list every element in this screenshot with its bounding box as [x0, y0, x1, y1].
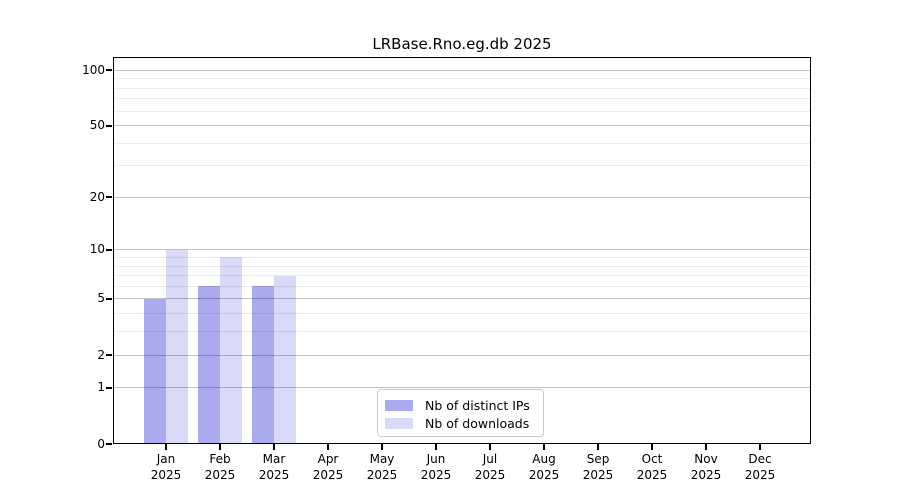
legend-swatch-downloads	[385, 417, 413, 429]
legend-item-downloads: Nb of downloads	[385, 414, 543, 432]
x-label-year: 2025	[204, 468, 236, 482]
minor-gridline-9	[113, 256, 811, 258]
minor-gridline-30	[113, 165, 811, 167]
x-label-year: 2025	[366, 468, 398, 482]
chart-title: LRBase.Rno.eg.db 2025	[372, 35, 552, 53]
x-tick-label-may: May 2025	[355, 451, 409, 483]
x-tick-label-oct: Oct 2025	[625, 451, 679, 483]
legend-label-distinct-ips: Nb of distinct IPs	[425, 397, 530, 413]
bar-downloads-jan	[166, 249, 188, 444]
x-label-year: 2025	[636, 468, 668, 482]
bar-downloads-mar	[274, 275, 296, 444]
x-tick-label-apr: Apr 2025	[301, 451, 355, 483]
minor-gridline-40	[113, 142, 811, 144]
y-tick-label-1: 1	[97, 380, 105, 395]
major-gridline-10	[113, 249, 811, 251]
x-tick-apr	[327, 444, 329, 450]
legend-label-downloads: Nb of downloads	[425, 415, 530, 431]
legend-item-distinct-ips: Nb of distinct IPs	[385, 396, 543, 414]
minor-gridline-90	[113, 78, 811, 80]
minor-gridline-60	[113, 110, 811, 112]
y-tick-label-0: 0	[97, 436, 105, 451]
bar-distinct-ips-feb	[198, 286, 220, 444]
x-label-month: Aug	[532, 452, 556, 466]
x-tick-jul	[489, 444, 491, 450]
x-label-month: Jan	[156, 452, 176, 466]
y-tick-1	[106, 386, 112, 389]
minor-gridline-80	[113, 87, 811, 89]
y-tick-0	[106, 443, 112, 445]
y-tick-50	[106, 124, 112, 127]
x-label-year: 2025	[312, 468, 344, 482]
plot-area: Nb of distinct IPs Nb of downloads	[113, 57, 811, 444]
bar-downloads-feb	[220, 257, 242, 444]
x-tick-label-jun: Jun 2025	[409, 451, 463, 483]
x-tick-label-feb: Feb 2025	[193, 451, 247, 483]
y-tick-100	[106, 69, 112, 72]
major-gridline-2	[113, 354, 811, 356]
y-tick-label-10: 10	[89, 242, 105, 257]
x-label-year: 2025	[150, 468, 182, 482]
x-tick-label-jul: Jul 2025	[463, 451, 517, 483]
x-label-year: 2025	[582, 468, 614, 482]
major-gridline-20	[113, 196, 811, 198]
major-gridline-5	[113, 298, 811, 300]
x-label-month: May	[369, 452, 395, 466]
y-tick-5	[106, 297, 112, 300]
x-label-year: 2025	[258, 468, 290, 482]
y-tick-10	[106, 248, 112, 251]
x-label-month: Jul	[482, 452, 498, 466]
y-tick-20	[106, 196, 112, 199]
x-label-month: Nov	[694, 452, 718, 466]
x-label-month: Mar	[262, 452, 286, 466]
legend: Nb of distinct IPs Nb of downloads	[377, 389, 544, 437]
x-tick-label-mar: Mar 2025	[247, 451, 301, 483]
y-tick-label-20: 20	[89, 189, 105, 204]
x-label-month: Dec	[748, 452, 772, 466]
y-tick-label-100: 100	[82, 62, 105, 77]
x-label-month: Sep	[586, 452, 610, 466]
x-label-month: Jun	[426, 452, 446, 466]
x-label-year: 2025	[744, 468, 776, 482]
x-tick-may	[381, 444, 383, 450]
x-label-year: 2025	[690, 468, 722, 482]
x-tick-aug	[543, 444, 545, 450]
x-tick-jun	[435, 444, 437, 450]
x-label-month: Apr	[317, 452, 339, 466]
x-tick-label-jan: Jan 2025	[139, 451, 193, 483]
legend-swatch-distinct-ips	[385, 399, 413, 411]
x-tick-nov	[705, 444, 707, 450]
minor-gridline-3	[113, 331, 811, 333]
y-tick-label-2: 2	[97, 347, 105, 362]
major-gridline-100	[113, 69, 811, 71]
minor-gridline-70	[113, 98, 811, 100]
y-tick-label-50: 50	[89, 118, 105, 133]
bar-distinct-ips-jan	[144, 298, 166, 444]
x-tick-feb	[219, 444, 221, 450]
minor-gridline-8	[113, 265, 811, 267]
x-label-year: 2025	[528, 468, 560, 482]
x-tick-oct	[651, 444, 653, 450]
x-label-year: 2025	[420, 468, 452, 482]
x-tick-label-nov: Nov 2025	[679, 451, 733, 483]
major-gridline-1	[113, 387, 811, 389]
x-tick-sep	[597, 444, 599, 450]
minor-gridline-7	[113, 275, 811, 277]
major-gridline-50	[113, 125, 811, 127]
y-tick-2	[106, 354, 112, 356]
y-tick-label-5: 5	[97, 291, 105, 306]
x-tick-label-sep: Sep 2025	[571, 451, 625, 483]
x-tick-mar	[273, 444, 275, 450]
x-tick-label-aug: Aug 2025	[517, 451, 571, 483]
x-tick-label-dec: Dec 2025	[733, 451, 787, 483]
minor-gridline-4	[113, 313, 811, 315]
x-label-month: Oct	[641, 452, 663, 466]
x-tick-jan	[165, 444, 167, 450]
minor-gridline-6	[113, 285, 811, 287]
x-label-month: Feb	[209, 452, 231, 466]
bar-distinct-ips-mar	[252, 286, 274, 444]
x-label-year: 2025	[474, 468, 506, 482]
x-tick-dec	[759, 444, 761, 450]
